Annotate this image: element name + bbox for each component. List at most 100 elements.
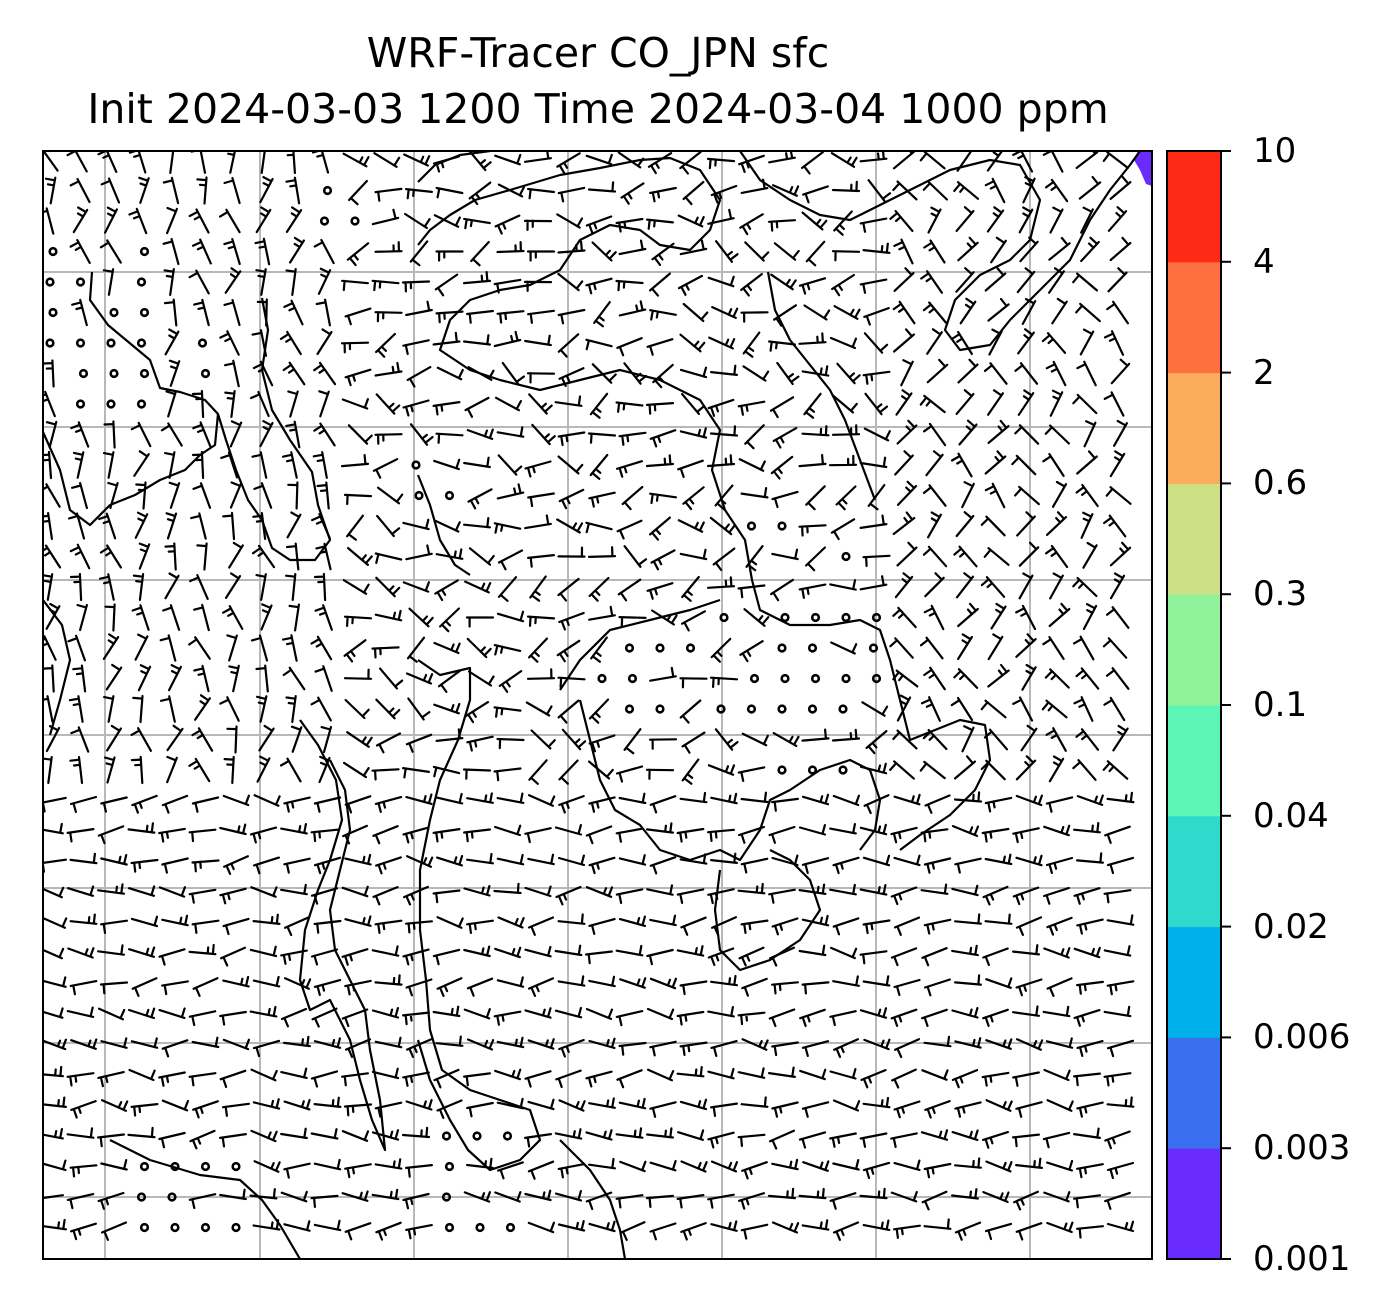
wind-barb (923, 422, 947, 447)
wind-barb (162, 237, 180, 266)
wind-barb (223, 238, 241, 265)
wind-barb (859, 823, 888, 836)
wind-barb (1102, 637, 1128, 659)
wind-barb (98, 573, 115, 601)
wind-barb (375, 856, 402, 875)
wind-barb (433, 458, 461, 471)
wind-barb (984, 853, 1013, 866)
wind-barb (252, 913, 281, 925)
wind-barb (406, 366, 432, 388)
wind-barb (45, 420, 58, 449)
wind-barb (623, 545, 648, 568)
wind-barb (892, 729, 918, 750)
wind-barb (679, 366, 708, 379)
wind-barb (130, 755, 144, 785)
wind-barb (222, 511, 236, 541)
wind-barb (919, 394, 946, 414)
wind-barb (435, 310, 464, 324)
wind-barb (649, 309, 677, 321)
wind-barb (283, 1035, 311, 1048)
wind-barb (313, 572, 327, 602)
coastline-inner (559, 598, 882, 862)
wind-barb (463, 456, 491, 469)
wind-barb (1103, 1072, 1132, 1087)
wind-barb (890, 947, 918, 967)
wind-barb (984, 1222, 1013, 1241)
wind-barb (493, 882, 522, 895)
wind-barb (130, 915, 159, 928)
wind-barb (497, 916, 525, 929)
wind-barb (706, 576, 736, 589)
wind-barb (801, 981, 830, 995)
wind-barb (980, 515, 1006, 537)
wind-barb (524, 1070, 552, 1088)
wind-barb (99, 981, 129, 995)
wind-barb (162, 176, 180, 205)
wind-barb (557, 975, 586, 987)
calm-wind-circle (75, 277, 86, 287)
wind-barb (405, 978, 433, 997)
wind-barb (554, 1190, 583, 1202)
wind-barb (464, 580, 492, 594)
wind-barb (618, 616, 647, 628)
wind-barb (831, 180, 861, 193)
wind-barb (342, 579, 370, 595)
wind-barb (682, 302, 709, 323)
wind-barb (494, 946, 522, 959)
wind-barb (69, 913, 98, 925)
wind-barb (194, 694, 211, 721)
calm-wind-circle (505, 1222, 516, 1233)
colorbar-ticks (1221, 150, 1231, 1260)
wind-barb (619, 977, 647, 989)
wind-barb (371, 945, 400, 957)
wind-barb (527, 977, 555, 997)
wind-barb (984, 913, 1013, 925)
wind-barb (645, 768, 675, 780)
wind-barb (1048, 602, 1071, 628)
wind-barb (955, 572, 975, 599)
wind-barb (531, 423, 556, 446)
wind-barb (801, 857, 830, 874)
wind-barb (1012, 944, 1040, 956)
wind-barb (829, 579, 857, 591)
wind-barb (742, 331, 761, 358)
wind-barb (711, 916, 737, 936)
wind-barb (223, 176, 241, 205)
coastline-china-east (43, 599, 72, 736)
wind-barb (801, 914, 830, 927)
calm-wind-circle (807, 643, 818, 653)
calm-wind-circle (624, 643, 635, 653)
wind-barb (554, 944, 583, 957)
wind-barb (864, 392, 889, 416)
wind-barb (714, 728, 739, 751)
wind-barb (255, 664, 269, 693)
wind-barb (890, 1190, 918, 1203)
wind-barb (951, 1129, 979, 1141)
wind-barb (984, 267, 1007, 292)
wind-barb (219, 1010, 247, 1026)
wind-barb (255, 573, 267, 601)
wind-barb (588, 698, 610, 724)
wind-barb (986, 206, 1005, 233)
wind-barb (466, 919, 494, 934)
wind-barb (285, 695, 297, 723)
wind-barb (228, 541, 244, 569)
wind-barb (131, 604, 150, 631)
wind-barb (921, 947, 948, 967)
wind-barb (982, 947, 1009, 967)
wind-barb (524, 460, 552, 478)
wind-barb (1014, 362, 1039, 385)
wind-barb (646, 1007, 675, 1021)
calm-wind-circle (231, 1222, 241, 1233)
wind-barb (100, 1159, 128, 1171)
wind-barb (496, 610, 525, 623)
wind-barb (496, 310, 525, 324)
wind-barb (554, 1128, 583, 1140)
wind-barb (1021, 298, 1037, 325)
wind-barb (432, 948, 461, 966)
wind-barb (707, 275, 735, 288)
wind-barb (466, 792, 494, 804)
wind-barb (466, 637, 492, 659)
wind-barb (799, 1068, 827, 1081)
wind-barb (681, 731, 706, 754)
